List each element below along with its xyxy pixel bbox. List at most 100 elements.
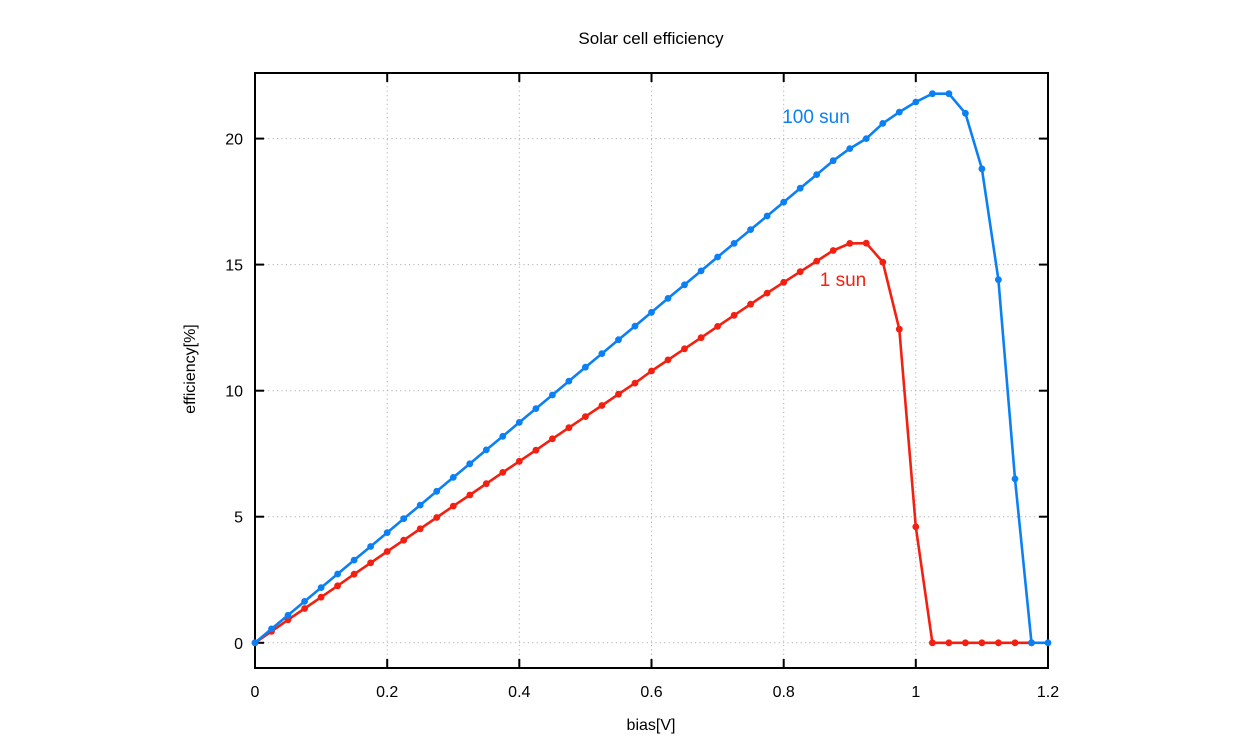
data-point-100-sun [350,556,358,564]
data-point-1-sun [929,639,936,647]
y-tick-label: 5 [234,510,243,527]
data-point-100-sun [301,598,308,605]
data-point-100-sun [763,212,771,220]
data-point-100-sun [829,157,837,165]
data-point-100-sun [912,98,920,106]
x-axis-label: bias[V] [626,717,676,734]
data-point-100-sun [747,226,754,234]
x-tick-label: 0.4 [508,684,530,701]
data-point-100-sun [598,350,606,357]
data-point-100-sun [466,460,474,468]
data-point-1-sun [334,582,341,590]
data-point-100-sun [284,611,292,619]
data-point-100-sun [895,108,903,116]
data-point-1-sun [449,502,457,510]
data-point-1-sun [664,356,672,364]
data-point-100-sun [317,584,325,591]
data-point-1-sun [714,323,721,330]
data-point-1-sun [532,446,540,454]
data-point-1-sun [350,570,358,578]
data-point-1-sun [730,311,738,319]
data-point-100-sun [565,377,573,385]
data-point-1-sun [912,523,920,531]
data-point-100-sun [862,135,870,143]
data-point-1-sun [681,345,688,353]
data-point-1-sun [466,491,474,499]
data-point-100-sun [400,515,408,523]
x-tick-label: 0.2 [376,684,398,701]
data-point-100-sun [251,639,259,647]
data-point-1-sun [301,605,308,612]
data-point-100-sun [268,625,275,633]
data-point-1-sun [796,268,804,276]
y-tick-label: 0 [234,636,243,653]
x-tick-label: 0.8 [773,684,795,701]
data-point-1-sun [582,413,589,420]
data-point-100-sun [549,391,556,399]
data-point-1-sun [862,239,870,247]
data-point-100-sun [962,109,969,117]
data-point-100-sun [515,419,523,426]
data-point-100-sun [532,405,540,412]
data-point-100-sun [433,487,441,495]
data-point-1-sun [962,639,969,647]
data-point-1-sun [829,247,837,254]
data-point-1-sun [747,300,754,308]
x-tick-label: 1.2 [1037,684,1059,701]
data-point-1-sun [482,480,490,488]
data-point-1-sun [648,367,655,375]
data-point-1-sun [995,639,1002,647]
chart-title: Solar cell efficiency [578,29,724,48]
series-line-1-sun [253,241,1033,645]
data-point-100-sun [813,171,821,179]
data-point-1-sun [813,257,821,265]
data-point-1-sun [763,289,771,297]
data-point-1-sun [383,548,391,555]
data-point-1-sun [317,593,325,601]
data-point-1-sun [565,424,573,432]
x-tick-label: 0.6 [640,684,662,701]
data-point-1-sun [631,379,639,387]
y-tick-label: 15 [225,258,243,275]
data-point-1-sun [1011,639,1019,647]
series-label-100-sun: 100 sun [782,107,850,128]
data-point-1-sun [879,258,887,266]
data-point-1-sun [846,240,854,247]
data-point-1-sun [499,469,507,476]
data-point-100-sun [945,90,953,98]
data-point-100-sun [995,276,1002,284]
data-point-1-sun [598,402,606,409]
data-point-100-sun [499,432,507,440]
y-tick-label: 20 [225,132,243,149]
data-point-1-sun [978,639,986,647]
series-label-1-sun: 1 sun [819,270,867,291]
x-tick-label: 1 [911,684,920,701]
data-point-1-sun [615,390,622,398]
data-point-100-sun [846,145,854,153]
data-point-100-sun [681,281,688,289]
data-point-100-sun [978,165,986,173]
data-point-100-sun [697,267,705,275]
data-point-1-sun [367,559,374,567]
data-point-1-sun [780,278,788,286]
data-point-1-sun [945,639,953,647]
data-point-100-sun [383,529,391,536]
data-point-100-sun [482,446,490,454]
data-point-1-sun [549,435,556,443]
data-point-1-sun [416,525,424,533]
data-point-100-sun [1028,639,1035,647]
data-point-100-sun [1044,639,1052,647]
data-point-1-sun [895,325,903,333]
data-point-100-sun [929,90,936,98]
data-point-100-sun [334,570,341,578]
data-point-1-sun [433,514,441,521]
data-point-1-sun [697,334,705,342]
data-point-100-sun [730,240,738,247]
data-point-100-sun [631,322,639,330]
data-point-100-sun [780,198,788,206]
data-point-100-sun [879,120,887,127]
data-point-100-sun [648,308,655,316]
data-point-100-sun [367,543,374,550]
